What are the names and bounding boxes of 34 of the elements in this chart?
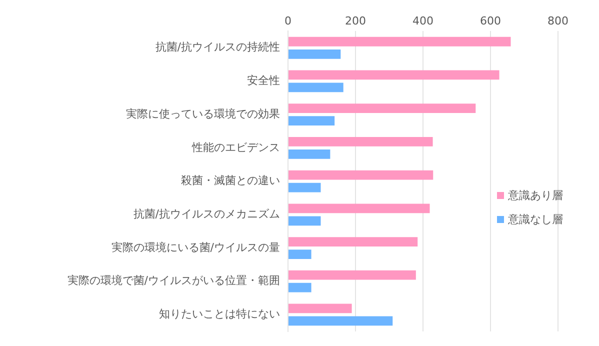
y-tick-label: 性能のエビデンス — [191, 140, 280, 154]
legend-label: 意識なし層 — [508, 212, 563, 227]
y-tick-label: 安全性 — [247, 74, 280, 88]
x-tick-label: 200 — [345, 14, 366, 28]
bar — [288, 70, 500, 80]
y-tick-label: 実際の環境で菌/ウイルスがいる位置・範囲 — [67, 274, 280, 288]
bar — [288, 170, 434, 180]
x-tick-label: 0 — [284, 14, 292, 28]
bar — [288, 36, 511, 46]
y-tick-label: 実際に使っている環境での効果 — [126, 107, 280, 120]
y-tick-label: 知りたいことは特にない — [159, 308, 280, 321]
y-tick-label: 殺菌・滅菌との違い — [181, 174, 280, 188]
bar — [288, 82, 344, 92]
x-tick-label: 600 — [480, 14, 501, 28]
bar — [288, 137, 433, 146]
bar — [288, 304, 352, 314]
bar — [288, 204, 430, 214]
legend-label: 意識あり層 — [508, 188, 563, 203]
bar — [288, 270, 416, 280]
x-tick-label: 800 — [548, 14, 568, 28]
bar — [288, 150, 330, 159]
bar — [288, 104, 476, 114]
bar — [288, 250, 312, 259]
bar — [288, 282, 312, 292]
x-tick-label: 400 — [412, 14, 434, 28]
bar — [288, 49, 341, 59]
y-tick-label: 抗菌/抗ウイルスのメカニズム — [133, 208, 280, 221]
bar — [288, 237, 418, 246]
bar — [288, 316, 393, 326]
y-tick-label: 抗菌/抗ウイルスの持続性 — [155, 40, 280, 54]
bar — [288, 116, 335, 126]
bar — [288, 182, 321, 192]
y-tick-label: 実際の環境にいる菌/ウイルスの量 — [111, 240, 280, 254]
bar — [288, 216, 321, 226]
